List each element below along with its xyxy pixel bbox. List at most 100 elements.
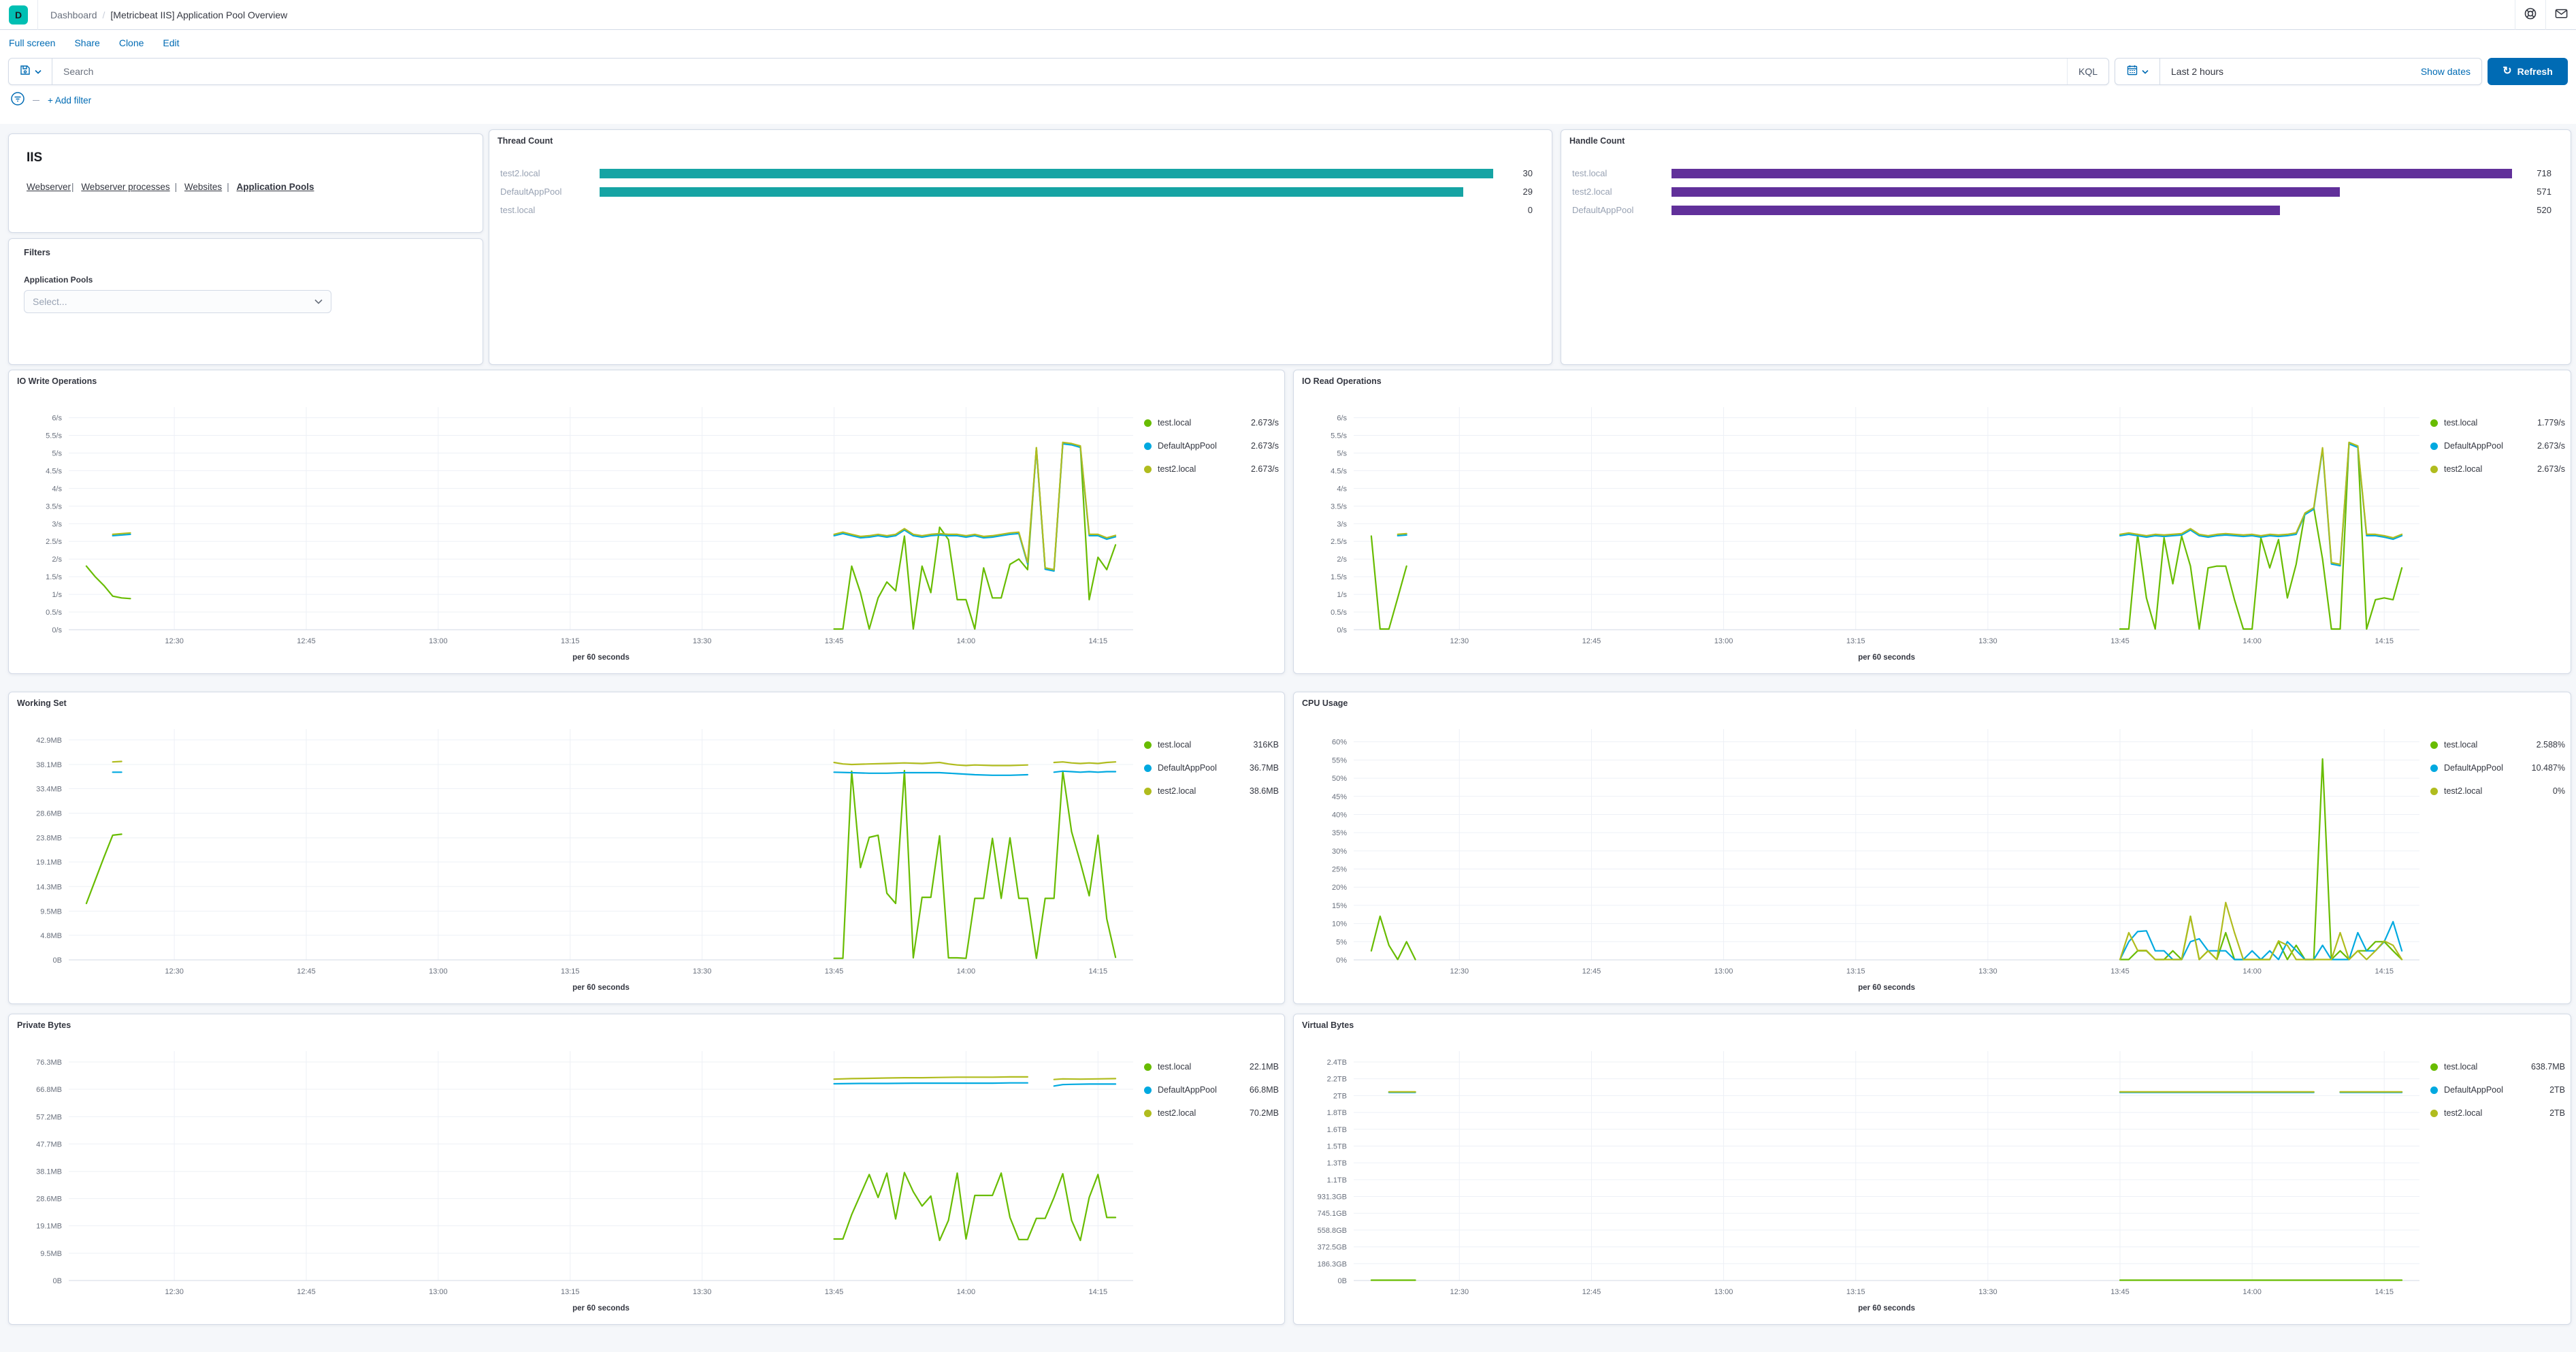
svg-text:5/s: 5/s bbox=[1337, 449, 1347, 457]
dashboard-menu: Full screen Share Clone Edit bbox=[0, 30, 2576, 56]
edit-link[interactable]: Edit bbox=[163, 37, 180, 48]
legend-item[interactable]: DefaultAppPool 2.673/s bbox=[2430, 434, 2565, 457]
svg-text:3.5/s: 3.5/s bbox=[46, 502, 62, 511]
svg-text:33.4MB: 33.4MB bbox=[36, 785, 62, 793]
legend-series-name: DefaultAppPool bbox=[2444, 763, 2503, 773]
legend-dot-icon bbox=[1144, 764, 1152, 772]
help-button[interactable] bbox=[2515, 0, 2545, 30]
cpu-usage-plot[interactable]: 0% 5% 10% 15% 20% 25% 30% 35% 40% 45% 50% 55% 60% 12:… bbox=[1299, 711, 2430, 998]
svg-text:12:45: 12:45 bbox=[297, 1288, 316, 1296]
svg-text:13:30: 13:30 bbox=[693, 637, 712, 645]
time-range-value[interactable]: Last 2 hours bbox=[2171, 66, 2224, 77]
private-bytes-chart: 0B 9.5MB 19.1MB 28.6MB 38.1MB 47.7MB 57.2MB 66.… bbox=[14, 1033, 1279, 1319]
breadcrumb-dashboard[interactable]: Dashboard bbox=[50, 9, 97, 20]
refresh-icon: ↻ bbox=[2502, 65, 2512, 77]
legend-series-name: test.local bbox=[2444, 740, 2478, 750]
svg-text:5.5/s: 5.5/s bbox=[46, 432, 62, 440]
svg-text:558.8GB: 558.8GB bbox=[1318, 1227, 1347, 1235]
application-pools-select[interactable]: Select... bbox=[24, 290, 331, 313]
chart-title: IO Read Operations bbox=[1302, 376, 1382, 386]
bar-row[interactable]: DefaultAppPool 29 bbox=[500, 182, 1533, 201]
svg-text:12:45: 12:45 bbox=[1582, 967, 1601, 976]
legend: test.local 638.7MB DefaultAppPool 2TB test2.… bbox=[2430, 1033, 2565, 1319]
svg-text:4.8MB: 4.8MB bbox=[40, 932, 62, 940]
svg-text:14:15: 14:15 bbox=[1089, 637, 1108, 645]
legend-item[interactable]: test.local 22.1MB bbox=[1144, 1055, 1279, 1078]
link-webserver-processes[interactable]: Webserver processes bbox=[81, 182, 170, 192]
legend-series-name: DefaultAppPool bbox=[1158, 441, 1217, 451]
legend-series-value: 22.1MB bbox=[1249, 1062, 1279, 1072]
bar-row[interactable]: test2.local 571 bbox=[1572, 182, 2551, 201]
link-websites[interactable]: Websites bbox=[184, 182, 223, 192]
virtual-bytes-plot[interactable]: 0B 186.3GB 372.5GB 558.8GB 745.1GB 931.3GB 1.1… bbox=[1299, 1033, 2430, 1319]
bar-row[interactable]: test2.local 30 bbox=[500, 164, 1533, 182]
legend-item[interactable]: DefaultAppPool 2.673/s bbox=[1144, 434, 1279, 457]
link-webserver[interactable]: Webserver bbox=[27, 182, 71, 192]
legend-item[interactable]: test.local 638.7MB bbox=[2430, 1055, 2565, 1078]
legend-item[interactable]: test.local 2.588% bbox=[2430, 733, 2565, 756]
add-filter-link[interactable]: + Add filter bbox=[48, 95, 92, 106]
legend-series-value: 2.673/s bbox=[1250, 464, 1279, 474]
legend-item[interactable]: DefaultAppPool 2TB bbox=[2430, 1078, 2565, 1101]
link-separator: | bbox=[227, 182, 229, 192]
svg-text:per 60 seconds: per 60 seconds bbox=[572, 984, 630, 992]
legend-item[interactable]: test2.local 2.673/s bbox=[1144, 457, 1279, 481]
legend-item[interactable]: DefaultAppPool 66.8MB bbox=[1144, 1078, 1279, 1101]
bar-row[interactable]: test.local 0 bbox=[500, 201, 1533, 219]
io-read-plot[interactable]: 0/s 0.5/s 1/s 1.5/s 2/s 2.5/s 3/s 3.5/s 4/s 4.5/s… bbox=[1299, 389, 2430, 668]
private-bytes-plot[interactable]: 0B 9.5MB 19.1MB 28.6MB 38.1MB 47.7MB 57.2MB 66.… bbox=[14, 1033, 1144, 1319]
svg-text:per 60 seconds: per 60 seconds bbox=[1858, 984, 1915, 992]
legend-item[interactable]: test.local 2.673/s bbox=[1144, 411, 1279, 434]
svg-text:0B: 0B bbox=[1338, 1277, 1347, 1285]
svg-text:0%: 0% bbox=[1336, 956, 1347, 965]
bar-row[interactable]: DefaultAppPool 520 bbox=[1572, 201, 2551, 219]
svg-text:12:45: 12:45 bbox=[1582, 1288, 1601, 1296]
kql-toggle[interactable]: KQL bbox=[2066, 59, 2108, 84]
divider bbox=[2545, 0, 2546, 30]
svg-text:2TB: 2TB bbox=[1333, 1092, 1347, 1100]
svg-text:12:30: 12:30 bbox=[165, 967, 184, 976]
bar-category-label: test.local bbox=[1572, 168, 1608, 178]
clone-link[interactable]: Clone bbox=[118, 37, 144, 48]
legend-series-name: test2.local bbox=[1158, 464, 1196, 474]
legend-item[interactable]: DefaultAppPool 36.7MB bbox=[1144, 756, 1279, 779]
show-dates-link[interactable]: Show dates bbox=[2420, 66, 2471, 77]
legend-item[interactable]: test2.local 70.2MB bbox=[1144, 1101, 1279, 1125]
svg-text:13:15: 13:15 bbox=[561, 1288, 580, 1296]
legend-item[interactable]: test2.local 0% bbox=[2430, 779, 2565, 803]
saved-query-menu-button[interactable] bbox=[9, 59, 52, 84]
svg-text:9.5MB: 9.5MB bbox=[40, 1250, 62, 1258]
filter-icon[interactable] bbox=[10, 91, 26, 110]
bar bbox=[1672, 187, 2512, 197]
working-set-plot[interactable]: 0B 4.8MB 9.5MB 14.3MB 19.1MB 23.8MB 28.6MB 33.4… bbox=[14, 711, 1144, 998]
legend-item[interactable]: DefaultAppPool 10.487% bbox=[2430, 756, 2565, 779]
svg-text:14:15: 14:15 bbox=[1089, 967, 1108, 976]
svg-text:5/s: 5/s bbox=[52, 449, 62, 457]
refresh-button[interactable]: ↻ Refresh bbox=[2488, 58, 2568, 85]
dashboard-app-icon[interactable]: D bbox=[9, 5, 28, 25]
query-bar: KQL Last 2 hours Show dates ↻ Refresh bbox=[0, 56, 2576, 86]
legend-item[interactable]: test.local 1.779/s bbox=[2430, 411, 2565, 434]
io-write-plot[interactable]: 0/s 0.5/s 1/s 1.5/s 2/s 2.5/s 3/s 3.5/s 4/s 4.5/s… bbox=[14, 389, 1144, 668]
link-application-pools[interactable]: Application Pools bbox=[236, 182, 314, 192]
bar-row[interactable]: test.local 718 bbox=[1572, 164, 2551, 182]
search-input[interactable] bbox=[52, 66, 2067, 77]
share-link[interactable]: Share bbox=[74, 37, 100, 48]
date-quick-select-button[interactable] bbox=[2115, 59, 2160, 84]
legend-item[interactable]: test2.local 2.673/s bbox=[2430, 457, 2565, 481]
legend-item[interactable]: test2.local 38.6MB bbox=[1144, 779, 1279, 803]
svg-text:25%: 25% bbox=[1332, 866, 1347, 874]
svg-text:13:00: 13:00 bbox=[429, 1288, 448, 1296]
svg-text:1/s: 1/s bbox=[1337, 591, 1347, 599]
svg-text:2.5/s: 2.5/s bbox=[46, 538, 62, 546]
svg-text:0/s: 0/s bbox=[52, 626, 62, 634]
full-screen-link[interactable]: Full screen bbox=[9, 37, 56, 48]
panel-cpu-usage: CPU Usage 0% 5% 10% 15% 20% 25% 30% 35% 40% 45% 50… bbox=[1293, 692, 2571, 1004]
newsfeed-button[interactable] bbox=[2546, 0, 2576, 30]
bar-category-label: test2.local bbox=[1572, 187, 1612, 197]
svg-text:3/s: 3/s bbox=[1337, 520, 1347, 528]
svg-text:13:45: 13:45 bbox=[825, 967, 844, 976]
legend-item[interactable]: test.local 316KB bbox=[1144, 733, 1279, 756]
svg-text:40%: 40% bbox=[1332, 811, 1347, 819]
legend-item[interactable]: test2.local 2TB bbox=[2430, 1101, 2565, 1125]
